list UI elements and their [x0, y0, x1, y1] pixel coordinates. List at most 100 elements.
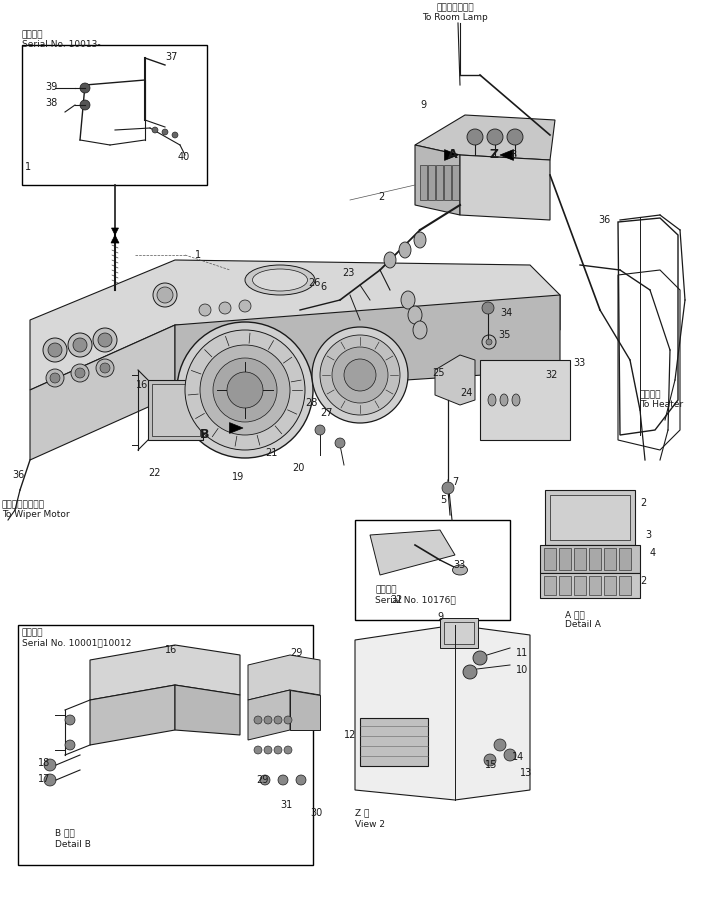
Ellipse shape [500, 394, 508, 406]
Text: 16: 16 [165, 645, 177, 655]
Circle shape [284, 716, 292, 724]
Text: 36: 36 [598, 215, 610, 225]
Circle shape [213, 358, 277, 422]
Circle shape [332, 347, 388, 403]
Polygon shape [435, 355, 475, 405]
Polygon shape [175, 685, 240, 735]
Text: 29: 29 [256, 775, 269, 785]
Text: 29: 29 [290, 648, 302, 658]
Circle shape [473, 651, 487, 665]
Ellipse shape [401, 291, 415, 309]
Circle shape [93, 328, 117, 352]
Text: 21: 21 [265, 448, 278, 458]
Circle shape [98, 333, 112, 347]
Ellipse shape [399, 242, 411, 258]
Circle shape [442, 482, 454, 494]
Bar [574, 576, 586, 595]
Circle shape [153, 283, 177, 307]
Polygon shape [112, 228, 119, 235]
Circle shape [80, 100, 90, 110]
Ellipse shape [384, 252, 396, 268]
Text: 適用号機
Serial No. 10176～: 適用号機 Serial No. 10176～ [375, 585, 456, 604]
Text: 37: 37 [165, 52, 177, 62]
Text: 8: 8 [510, 150, 516, 160]
Circle shape [177, 322, 313, 458]
Text: 40: 40 [178, 152, 191, 162]
Circle shape [152, 127, 158, 133]
Text: ルームランプへ: ルームランプへ [436, 3, 474, 12]
Text: 11: 11 [516, 648, 528, 658]
Circle shape [48, 343, 62, 357]
Bar [574, 548, 586, 570]
Text: 33: 33 [573, 358, 586, 368]
Text: B: B [200, 428, 209, 441]
Circle shape [68, 333, 92, 357]
Text: 34: 34 [500, 308, 512, 318]
Bar [540, 573, 640, 598]
Polygon shape [90, 645, 240, 700]
Text: 36: 36 [12, 470, 24, 480]
Polygon shape [90, 685, 175, 745]
Circle shape [264, 746, 272, 754]
Circle shape [50, 373, 60, 383]
Bar [604, 576, 616, 595]
Circle shape [44, 759, 56, 771]
Bar [589, 576, 601, 595]
Circle shape [44, 774, 56, 786]
Bar [22, 45, 207, 185]
Text: 38: 38 [45, 98, 57, 108]
Circle shape [486, 339, 492, 345]
Text: 33: 33 [453, 560, 465, 570]
Text: 23: 23 [342, 268, 354, 278]
Text: 15: 15 [485, 760, 498, 770]
Text: Z: Z [490, 148, 499, 161]
Text: 7: 7 [452, 477, 458, 487]
Text: 14: 14 [512, 752, 524, 762]
Bar [444, 165, 451, 200]
Circle shape [264, 716, 272, 724]
Circle shape [71, 364, 89, 382]
Polygon shape [175, 295, 560, 395]
Circle shape [46, 369, 64, 387]
Polygon shape [30, 325, 175, 460]
Text: 6: 6 [320, 282, 326, 292]
Text: 10: 10 [516, 665, 528, 675]
Text: Detail A: Detail A [565, 620, 601, 629]
Circle shape [504, 749, 516, 761]
Polygon shape [444, 150, 458, 160]
Bar [545, 490, 635, 545]
Ellipse shape [414, 232, 426, 248]
Polygon shape [370, 530, 455, 575]
Circle shape [507, 129, 523, 145]
Bar [559, 548, 571, 570]
Circle shape [227, 372, 263, 408]
Polygon shape [229, 422, 243, 433]
Text: 18: 18 [38, 758, 50, 768]
Polygon shape [460, 155, 550, 220]
Polygon shape [500, 150, 513, 160]
Text: B 詳細: B 詳細 [55, 828, 75, 837]
Bar [440, 618, 478, 648]
Text: To Room Lamp: To Room Lamp [422, 13, 488, 22]
Polygon shape [111, 235, 119, 243]
Text: 24: 24 [460, 388, 472, 398]
Bar [540, 545, 640, 573]
Circle shape [312, 327, 408, 423]
Text: 22: 22 [148, 468, 160, 478]
Circle shape [487, 129, 503, 145]
Text: 13: 13 [520, 768, 532, 778]
Circle shape [199, 304, 211, 316]
Text: 32: 32 [545, 370, 557, 380]
Text: 適用号機
Serial No. 10013-: 適用号機 Serial No. 10013- [22, 30, 101, 49]
Bar [420, 165, 427, 200]
Text: 16: 16 [136, 380, 148, 390]
Bar [604, 548, 616, 570]
Circle shape [254, 716, 262, 724]
Text: 2: 2 [640, 498, 646, 508]
Text: Detail B: Detail B [55, 840, 91, 849]
Circle shape [494, 739, 506, 751]
Bar [18, 625, 313, 865]
Circle shape [96, 359, 114, 377]
Text: 9: 9 [437, 612, 443, 622]
Polygon shape [30, 260, 560, 390]
